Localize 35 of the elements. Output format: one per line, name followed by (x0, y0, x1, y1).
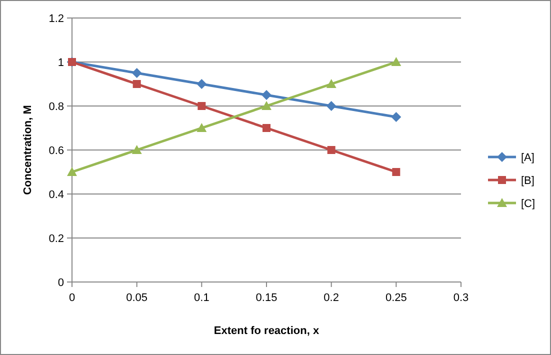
x-tick-label: 0.15 (256, 292, 278, 304)
legend-label: [C] (521, 198, 536, 210)
point (198, 102, 206, 110)
y-tick-label: 0.8 (48, 100, 64, 113)
legend-label: [B] (521, 174, 534, 187)
x-tick-label: 0.2 (324, 292, 339, 304)
point (262, 101, 272, 110)
point (392, 168, 400, 176)
point (262, 124, 270, 132)
point (391, 57, 402, 66)
y-tick-label: 1 (58, 56, 64, 69)
y-tick-label: 0.6 (48, 144, 64, 157)
point (327, 146, 336, 154)
y-tick-label: 0 (58, 276, 64, 289)
point (326, 101, 336, 111)
point (262, 90, 272, 100)
x-axis-title: Extent fo reaction, x (214, 325, 320, 337)
point (391, 112, 402, 122)
point (196, 79, 207, 89)
y-tick-label: 1.2 (48, 12, 64, 25)
point (196, 123, 207, 132)
point (326, 79, 336, 88)
point (132, 80, 141, 88)
point (132, 68, 142, 78)
x-tick-label: 0.1 (194, 292, 210, 304)
y-tick-label: 0.4 (48, 188, 64, 201)
y-tick-label: 0.2 (48, 232, 64, 245)
point (67, 167, 77, 176)
x-tick-label: 0.3 (453, 292, 469, 304)
legend-label: [A] (521, 152, 534, 164)
x-tick-label: 0.05 (126, 292, 148, 304)
y-axis-title: Concentration, M (22, 105, 34, 195)
x-tick-label: 0 (68, 292, 76, 304)
x-tick-label: 0.25 (385, 292, 407, 304)
point (132, 145, 142, 154)
